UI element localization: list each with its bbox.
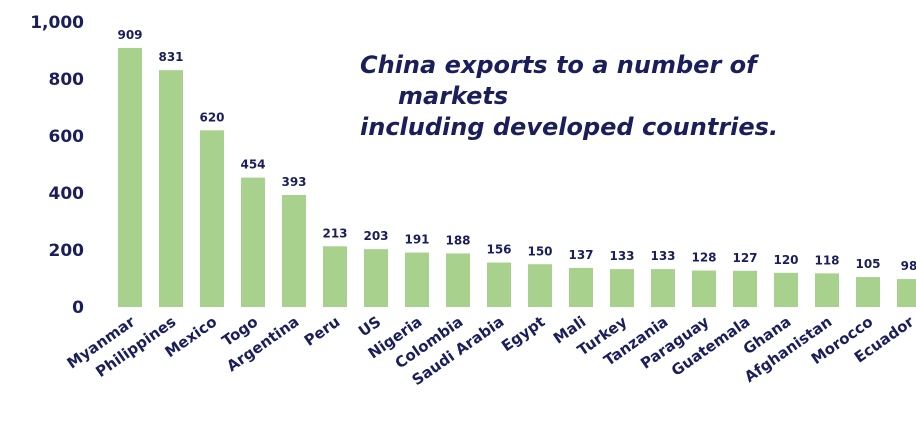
annotation-line-2: markets bbox=[398, 82, 509, 110]
bar bbox=[241, 177, 265, 307]
bar bbox=[692, 270, 716, 307]
bar bbox=[159, 70, 183, 307]
x-tick-label: Egypt bbox=[498, 313, 548, 356]
bar bbox=[487, 262, 511, 307]
bar bbox=[364, 249, 388, 307]
bar bbox=[200, 130, 224, 307]
y-tick-label: 800 bbox=[49, 70, 85, 90]
data-label: 105 bbox=[855, 257, 880, 271]
y-tick-label: 200 bbox=[49, 241, 85, 261]
data-label: 156 bbox=[486, 243, 511, 257]
y-tick-label: 600 bbox=[49, 127, 85, 147]
data-label: 133 bbox=[609, 249, 634, 263]
data-label: 120 bbox=[773, 253, 798, 267]
data-label: 150 bbox=[527, 244, 552, 258]
x-axis: MyanmarPhilippinesMexicoTogoArgentinaPer… bbox=[64, 312, 916, 389]
data-label: 191 bbox=[404, 233, 429, 247]
bar bbox=[405, 252, 429, 307]
data-label: 98 bbox=[901, 259, 916, 273]
bar bbox=[323, 246, 347, 307]
bar bbox=[774, 272, 798, 307]
data-labels: 909 831 620 454 393 213 203 191 188 156 150 137 133 1… bbox=[117, 28, 916, 273]
data-label: 118 bbox=[814, 253, 839, 267]
bar bbox=[651, 269, 675, 307]
x-tick-label: Peru bbox=[301, 313, 343, 350]
annotation-line-3: including developed countries. bbox=[360, 113, 779, 141]
bar bbox=[282, 194, 306, 307]
data-label: 203 bbox=[363, 229, 388, 243]
bar bbox=[446, 253, 470, 307]
bar bbox=[569, 267, 593, 307]
bar bbox=[610, 269, 634, 307]
data-label: 454 bbox=[240, 158, 265, 172]
y-tick-label: 1,000 bbox=[30, 13, 84, 33]
bar bbox=[733, 270, 757, 307]
data-label: 133 bbox=[650, 249, 675, 263]
data-label: 128 bbox=[691, 251, 716, 265]
data-label: 213 bbox=[322, 226, 347, 240]
data-label: 137 bbox=[568, 248, 593, 262]
bar bbox=[118, 47, 142, 308]
data-label: 188 bbox=[445, 233, 470, 247]
bar bbox=[815, 273, 839, 307]
bar bbox=[528, 264, 552, 307]
chart-annotation: China exports to a number of markets inc… bbox=[360, 50, 900, 143]
y-axis: 0 200 400 600 800 1,000 bbox=[30, 13, 84, 318]
bars bbox=[118, 47, 916, 308]
annotation-line-1: China exports to a number of bbox=[360, 51, 757, 79]
data-label: 831 bbox=[158, 50, 183, 64]
data-label: 620 bbox=[199, 110, 224, 124]
data-label: 127 bbox=[732, 251, 757, 265]
data-label: 909 bbox=[117, 28, 142, 42]
data-label: 393 bbox=[281, 175, 306, 189]
bar bbox=[897, 279, 916, 307]
y-tick-label: 0 bbox=[72, 298, 84, 318]
y-tick-label: 400 bbox=[49, 184, 85, 204]
bar bbox=[856, 277, 880, 307]
